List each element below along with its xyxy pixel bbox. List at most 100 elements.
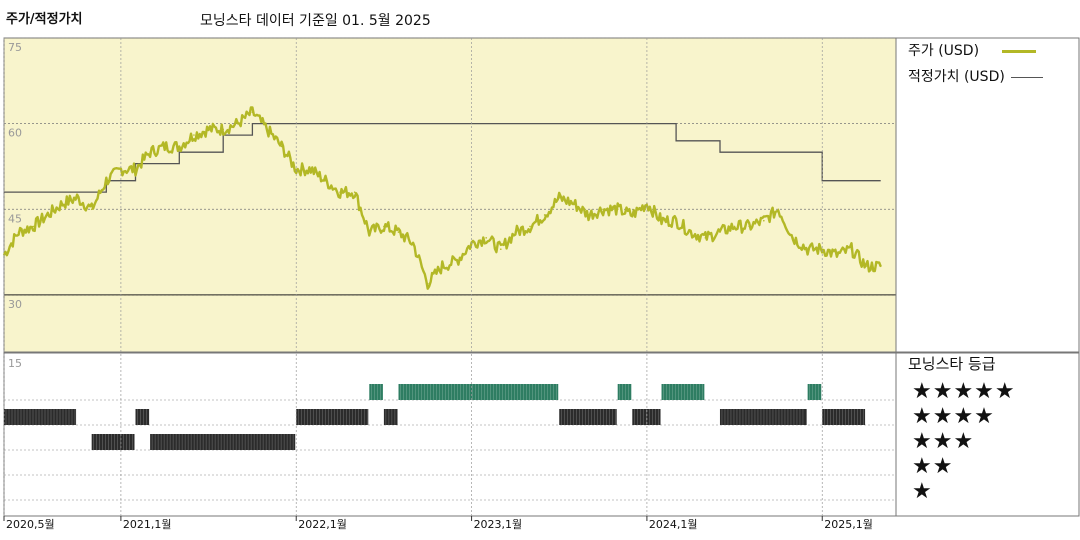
rating-5-stars: ★★★★★	[912, 379, 1016, 404]
price-point	[777, 208, 780, 211]
rating-bar	[4, 409, 77, 425]
price-point	[353, 191, 356, 193]
price-point	[631, 214, 634, 216]
price-point	[836, 254, 838, 256]
price-point	[616, 208, 619, 211]
price-point	[499, 248, 502, 251]
rating-4-stars: ★★★★	[912, 404, 995, 429]
y-tick-label-75: 75	[8, 41, 22, 54]
rating-bar	[822, 409, 866, 425]
y-tick-label-30: 30	[8, 298, 22, 311]
price-point	[456, 259, 458, 262]
price-point	[251, 111, 254, 114]
x-tick-label: 2024,1월	[649, 518, 698, 531]
rating-segment-5-star	[617, 384, 632, 400]
rating-bar	[135, 409, 150, 425]
price-point	[660, 219, 663, 222]
rating-segment-5-star	[369, 384, 383, 400]
rating-bar	[719, 409, 807, 425]
price-point	[514, 231, 517, 233]
rating-segment-4-star	[383, 409, 398, 425]
rating-bar	[91, 434, 135, 450]
rating-tick-label: 15	[8, 357, 22, 370]
price-panel: 75 60 45 30	[2, 37, 1080, 353]
rating-segment-4-star	[4, 409, 77, 425]
rating-panel: 15	[3, 352, 1080, 517]
x-axis: 2020,5월 2021,1월 2022,1월 2023,1월 2024,1월 2025,…	[3, 38, 873, 531]
legend-price-label: 주가 (USD)	[908, 43, 980, 59]
price-point	[792, 237, 794, 239]
price-point	[602, 208, 604, 211]
price-point	[163, 145, 166, 148]
price-point	[573, 202, 575, 205]
rating-segment-4-star	[296, 409, 369, 425]
rating-segment-3-star	[150, 434, 296, 450]
rating-bar	[661, 384, 705, 400]
rating-bar	[632, 409, 661, 425]
fair-value-line	[4, 122, 881, 193]
price-point	[441, 265, 444, 268]
rating-segment-4-star	[135, 409, 150, 425]
price-point	[763, 219, 765, 222]
price-point	[134, 168, 137, 171]
price-point	[587, 214, 590, 216]
price-point	[850, 248, 853, 251]
x-tick-label: 2020,5월	[6, 518, 55, 531]
price-point	[543, 214, 546, 216]
price-point	[76, 197, 78, 199]
price-point	[222, 128, 224, 131]
price-panel-background	[3, 37, 897, 353]
rating-1-star: ★	[912, 479, 933, 504]
price-point	[865, 265, 867, 268]
price-point	[236, 122, 239, 125]
price-point	[120, 168, 122, 171]
rating-segment-4-star	[559, 409, 617, 425]
price-line	[2, 106, 882, 290]
price-point	[719, 231, 721, 233]
price-point	[178, 145, 181, 148]
price-point	[383, 225, 385, 228]
price-point	[149, 151, 151, 153]
rating-bar	[398, 384, 559, 400]
rating-segment-5-star	[661, 384, 705, 400]
y-tick-label-60: 60	[8, 127, 22, 140]
legend-fair-value-label: 적정가치 (USD)	[908, 69, 1005, 85]
legend-item-fair-value: 적정가치 (USD)	[908, 66, 1044, 86]
price-point	[339, 191, 341, 193]
rating-segment-5-star	[398, 384, 559, 400]
rating-bar	[807, 384, 822, 400]
price-point	[368, 231, 371, 233]
x-tick-label: 2022,1월	[298, 518, 347, 531]
x-tick-label: 2023,1월	[474, 518, 523, 531]
price-point	[426, 282, 429, 285]
rating-bar	[150, 434, 296, 450]
rating-segment-4-star	[719, 409, 807, 425]
price-point	[821, 248, 824, 251]
price-point	[485, 237, 487, 239]
legend-fair-value-swatch	[1011, 76, 1044, 78]
price-point	[529, 225, 531, 228]
y-tick-label-45: 45	[8, 212, 22, 225]
price-point	[879, 265, 882, 268]
price-point	[806, 248, 809, 251]
rating-segment-3-star	[91, 434, 135, 450]
rating-bar	[617, 384, 632, 400]
rating-segment-4-star	[632, 409, 661, 425]
price-point	[193, 134, 195, 136]
price-point	[295, 168, 298, 171]
price-point	[558, 197, 561, 199]
price-point	[397, 231, 400, 233]
rating-segment-5-star	[807, 384, 822, 400]
rating-panel-background	[3, 352, 897, 517]
rating-segment-4-star	[822, 409, 866, 425]
ratings-title: 모닝스타 등급	[908, 355, 996, 373]
legend-price-swatch	[1001, 49, 1036, 53]
x-tick-label: 2025,1월	[824, 518, 873, 531]
legend-item-price: 주가 (USD)	[908, 40, 1036, 60]
price-point	[704, 237, 707, 239]
price-point	[324, 179, 327, 182]
price-point	[412, 242, 414, 245]
rating-bar	[296, 409, 369, 425]
price-point	[105, 179, 108, 182]
